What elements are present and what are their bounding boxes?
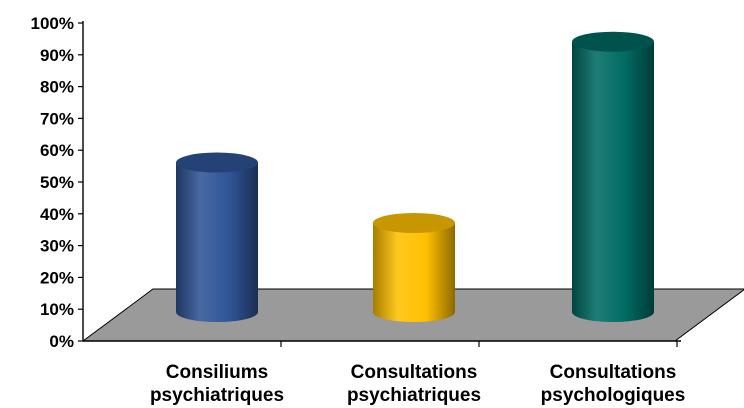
- bar-3: [572, 31, 654, 322]
- y-tick-label: 70%: [40, 109, 74, 128]
- bar-top: [373, 212, 455, 233]
- bar-body: [572, 41, 654, 322]
- x-category-label: psychiatriques: [347, 385, 481, 406]
- x-category-label: psychologiques: [541, 385, 686, 406]
- y-tick-label: 80%: [40, 78, 74, 97]
- y-tick-label: 100%: [31, 14, 74, 33]
- bar-body: [373, 222, 455, 322]
- bar-top: [176, 152, 258, 173]
- x-category-label: psychiatriques: [150, 385, 284, 406]
- x-category-label: Consultations: [550, 362, 677, 383]
- y-tick-label: 60%: [40, 141, 74, 160]
- bar-2: [373, 212, 455, 322]
- y-tick-label: 20%: [40, 268, 74, 287]
- bar-top: [572, 31, 654, 52]
- y-tick-label: 30%: [40, 237, 74, 256]
- y-tick-label: 0%: [49, 332, 74, 351]
- y-tick-label: 50%: [40, 173, 74, 192]
- y-tick-label: 40%: [40, 205, 74, 224]
- y-tick-label: 90%: [40, 46, 74, 65]
- x-category-label: Consiliums: [166, 362, 268, 383]
- bar-1: [176, 152, 258, 322]
- x-category-label: Consultations: [351, 362, 478, 383]
- y-tick-label: 10%: [40, 300, 74, 319]
- bar-body: [176, 162, 258, 322]
